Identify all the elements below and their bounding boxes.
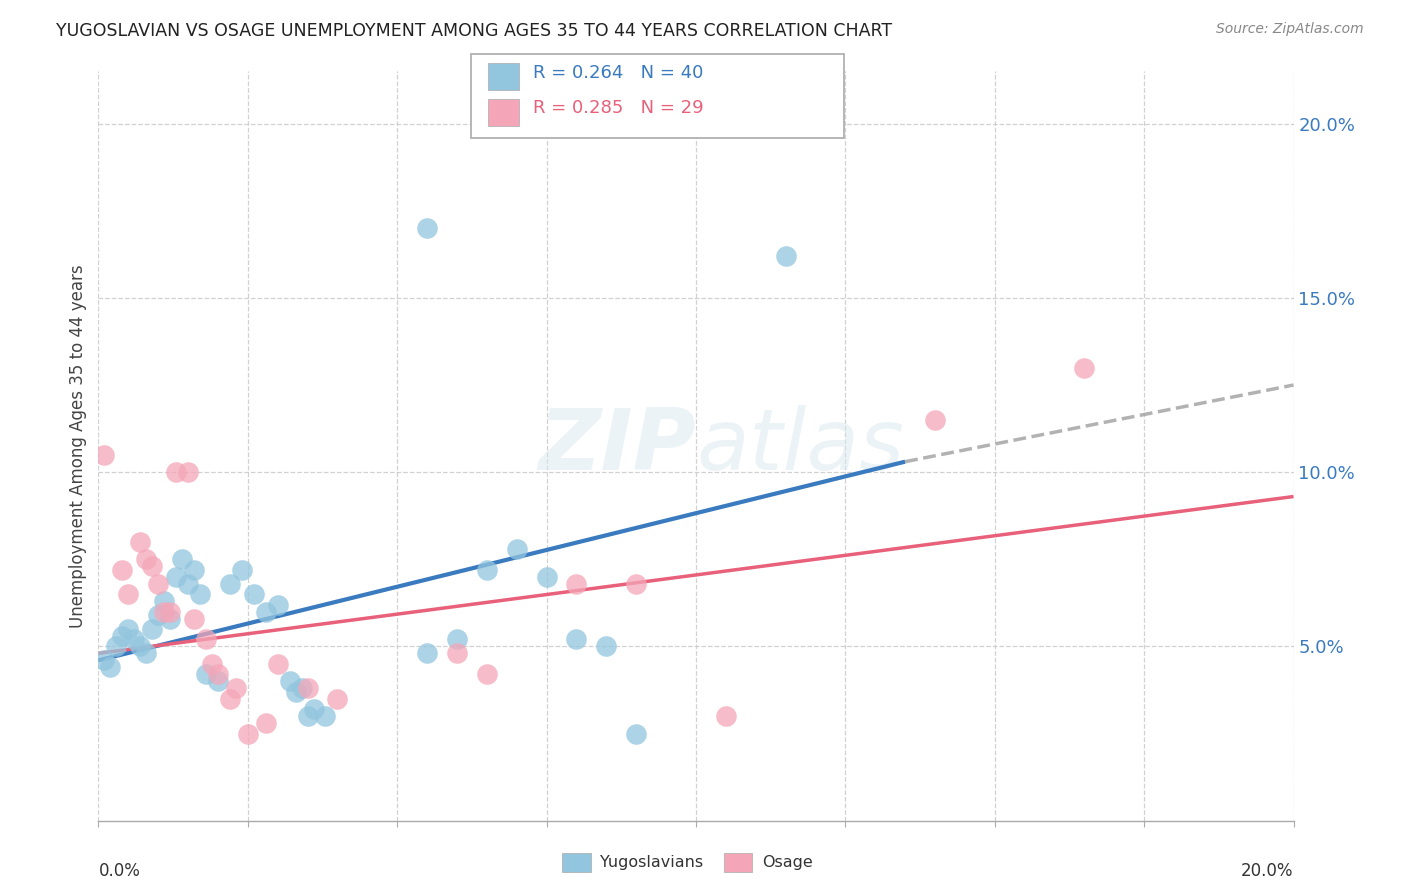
Point [135,646,157,660]
Point [177,465,200,479]
Point [159,605,181,619]
Point [326,691,349,706]
Point [129,640,152,654]
Point [714,709,737,723]
Point [267,657,290,671]
Point [93,448,115,462]
Text: Osage: Osage [762,855,813,870]
Text: R = 0.264   N = 40: R = 0.264 N = 40 [533,64,703,82]
Point [284,684,307,698]
Point [201,657,224,671]
Point [267,598,290,612]
Point [475,563,498,577]
Point [315,709,337,723]
Point [446,646,468,660]
Text: ZIP: ZIP [538,404,696,488]
Point [231,563,253,577]
Point [111,629,134,643]
Point [416,221,439,235]
Point [129,534,152,549]
Point [302,702,325,716]
Point [135,552,157,566]
Point [219,691,242,706]
Point [924,413,946,427]
Point [148,607,170,622]
Point [141,559,163,574]
Point [93,653,115,667]
Text: YUGOSLAVIAN VS OSAGE UNEMPLOYMENT AMONG AGES 35 TO 44 YEARS CORRELATION CHART: YUGOSLAVIAN VS OSAGE UNEMPLOYMENT AMONG … [56,22,893,40]
Text: Source: ZipAtlas.com: Source: ZipAtlas.com [1216,22,1364,37]
Point [153,594,176,608]
Point [243,587,266,601]
Text: Yugoslavians: Yugoslavians [600,855,703,870]
Point [291,681,314,696]
Point [105,640,128,654]
Point [565,576,588,591]
Point [165,570,187,584]
Point [153,605,176,619]
Point [148,576,170,591]
Point [225,681,247,696]
Point [475,667,498,681]
Point [297,709,319,723]
Text: 20.0%: 20.0% [1241,863,1294,880]
Point [177,576,200,591]
Point [446,632,468,647]
Text: R = 0.285   N = 29: R = 0.285 N = 29 [533,99,703,117]
Text: 0.0%: 0.0% [98,863,141,880]
Point [117,587,139,601]
Point [195,632,218,647]
Point [536,570,558,584]
Point [195,667,218,681]
Point [254,605,277,619]
Point [98,660,122,674]
Y-axis label: Unemployment Among Ages 35 to 44 years: Unemployment Among Ages 35 to 44 years [69,264,87,628]
Point [111,563,134,577]
Text: atlas: atlas [696,404,904,488]
Point [207,674,229,689]
Point [219,576,242,591]
Point [117,622,139,636]
Point [124,632,146,647]
Point [416,646,439,660]
Point [172,552,194,566]
Point [595,640,617,654]
Point [183,611,205,625]
Point [565,632,588,647]
Point [775,249,797,263]
Point [165,465,187,479]
Point [141,622,163,636]
Point [506,541,529,556]
Point [236,726,259,740]
Point [626,576,648,591]
Point [159,611,181,625]
Point [207,667,229,681]
Point [1073,360,1095,375]
Point [254,716,277,731]
Point [188,587,211,601]
Point [183,563,205,577]
Point [297,681,319,696]
Point [626,726,648,740]
Point [278,674,301,689]
